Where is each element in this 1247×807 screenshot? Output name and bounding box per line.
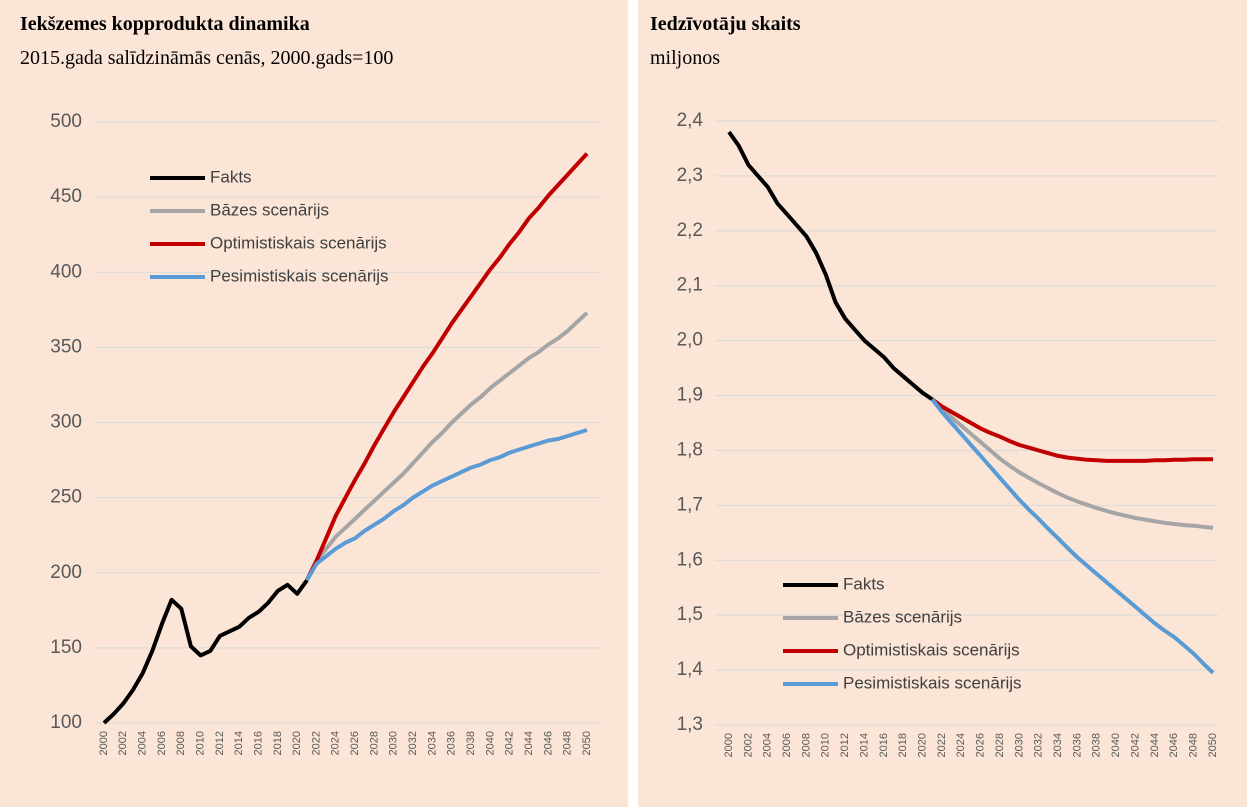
y-tick-label: 2,3 [677, 165, 703, 186]
x-tick-label: 2050 [1207, 733, 1219, 757]
x-tick-label: 2034 [1052, 733, 1064, 757]
x-tick-label: 2020 [291, 731, 303, 755]
x-tick-label: 2028 [994, 733, 1006, 757]
panel-background [638, 0, 1247, 807]
legend-label: Pesimistiskais scenārijs [843, 673, 1022, 692]
x-tick-label: 2044 [523, 731, 535, 755]
x-tick-label: 2018 [272, 731, 284, 755]
x-tick-label: 2004 [137, 731, 149, 755]
x-tick-label: 2016 [252, 731, 264, 755]
x-tick-label: 2040 [484, 731, 496, 755]
series-line [102, 579, 309, 725]
chart-title: Iekšzemes kopprodukta dinamika [20, 13, 310, 35]
legend-label: Pesimistiskais scenārijs [210, 266, 389, 285]
x-tick-label: 2006 [156, 731, 168, 755]
x-tick-label: 2030 [1013, 733, 1025, 757]
y-tick-label: 300 [50, 412, 82, 433]
x-tick-label: 2040 [1110, 733, 1122, 757]
y-tick-label: 250 [50, 487, 82, 508]
y-tick-label: 150 [50, 637, 82, 658]
x-tick-label: 2032 [1033, 733, 1045, 757]
y-tick-label: 1,4 [677, 659, 704, 680]
legend-label: Bāzes scenārijs [843, 607, 962, 626]
legend-label: Fakts [210, 167, 252, 186]
x-tick-label: 2048 [1188, 733, 1200, 757]
series-line [930, 398, 1215, 675]
x-tick-label: 2000 [98, 731, 110, 755]
series-line [305, 311, 589, 582]
x-tick-label: 2046 [542, 731, 554, 755]
y-tick-label: 1,9 [677, 385, 703, 406]
x-tick-label: 2036 [446, 731, 458, 755]
y-tick-label: 500 [50, 111, 82, 132]
x-tick-label: 2028 [368, 731, 380, 755]
series-line [305, 428, 588, 582]
y-tick-label: 400 [50, 261, 82, 282]
x-tick-label: 2034 [426, 731, 438, 755]
y-tick-label: 2,1 [677, 275, 703, 296]
x-tick-label: 2008 [175, 731, 187, 755]
series-line [930, 398, 1214, 530]
x-tick-label: 2038 [1091, 733, 1103, 757]
y-tick-label: 1,5 [677, 604, 703, 625]
chart-subtitle: 2015.gada salīdzināmās cenās, 2000.gads=… [20, 47, 393, 69]
x-tick-label: 2042 [504, 731, 516, 755]
x-tick-label: 2012 [839, 733, 851, 757]
x-tick-label: 2046 [1168, 733, 1180, 757]
x-tick-label: 2038 [465, 731, 477, 755]
x-tick-label: 2010 [820, 733, 832, 757]
x-tick-label: 2026 [975, 733, 987, 757]
x-tick-label: 2024 [955, 733, 967, 757]
x-tick-label: 2044 [1149, 733, 1161, 757]
y-tick-label: 100 [50, 712, 82, 733]
x-tick-label: 2022 [936, 733, 948, 757]
x-tick-label: 2014 [858, 733, 870, 757]
legend-label: Bāzes scenārijs [210, 200, 329, 219]
y-tick-label: 350 [50, 336, 82, 357]
chart-title: Iedzīvotāju skaits [650, 13, 801, 35]
x-tick-label: 2022 [310, 731, 322, 755]
x-tick-label: 2012 [214, 731, 226, 755]
chart-subtitle: miljonos [650, 47, 720, 69]
series-line [727, 130, 934, 402]
x-tick-label: 2002 [742, 733, 754, 757]
x-tick-label: 2020 [917, 733, 929, 757]
x-tick-label: 2006 [781, 733, 793, 757]
x-tick-label: 2042 [1129, 733, 1141, 757]
x-tick-label: 2008 [800, 733, 812, 757]
x-tick-label: 2050 [581, 731, 593, 755]
x-tick-label: 2010 [195, 731, 207, 755]
y-tick-label: 1,6 [677, 549, 703, 570]
y-tick-label: 200 [50, 562, 82, 583]
x-tick-label: 2048 [562, 731, 574, 755]
y-tick-label: 2,2 [677, 220, 703, 241]
x-tick-label: 2036 [1071, 733, 1083, 757]
y-tick-label: 2,0 [677, 330, 703, 351]
x-tick-label: 2004 [762, 733, 774, 757]
x-tick-label: 2018 [897, 733, 909, 757]
series-line [931, 397, 1213, 463]
x-tick-label: 2030 [388, 731, 400, 755]
y-tick-label: 1,8 [677, 439, 703, 460]
x-tick-label: 2000 [723, 733, 735, 757]
y-tick-label: 2,4 [677, 110, 704, 131]
x-tick-label: 2024 [330, 731, 342, 755]
x-tick-label: 2026 [349, 731, 361, 755]
legend-label: Optimistiskais scenārijs [843, 640, 1020, 659]
y-tick-label: 450 [50, 186, 82, 207]
legend-label: Fakts [843, 574, 885, 593]
series-line [305, 152, 589, 582]
x-tick-label: 2032 [407, 731, 419, 755]
y-tick-label: 1,3 [677, 714, 703, 735]
x-tick-label: 2002 [117, 731, 129, 755]
panel-background [0, 0, 628, 807]
legend-label: Optimistiskais scenārijs [210, 233, 387, 252]
y-tick-label: 1,7 [677, 494, 703, 515]
x-tick-label: 2014 [233, 731, 245, 755]
x-tick-label: 2016 [878, 733, 890, 757]
